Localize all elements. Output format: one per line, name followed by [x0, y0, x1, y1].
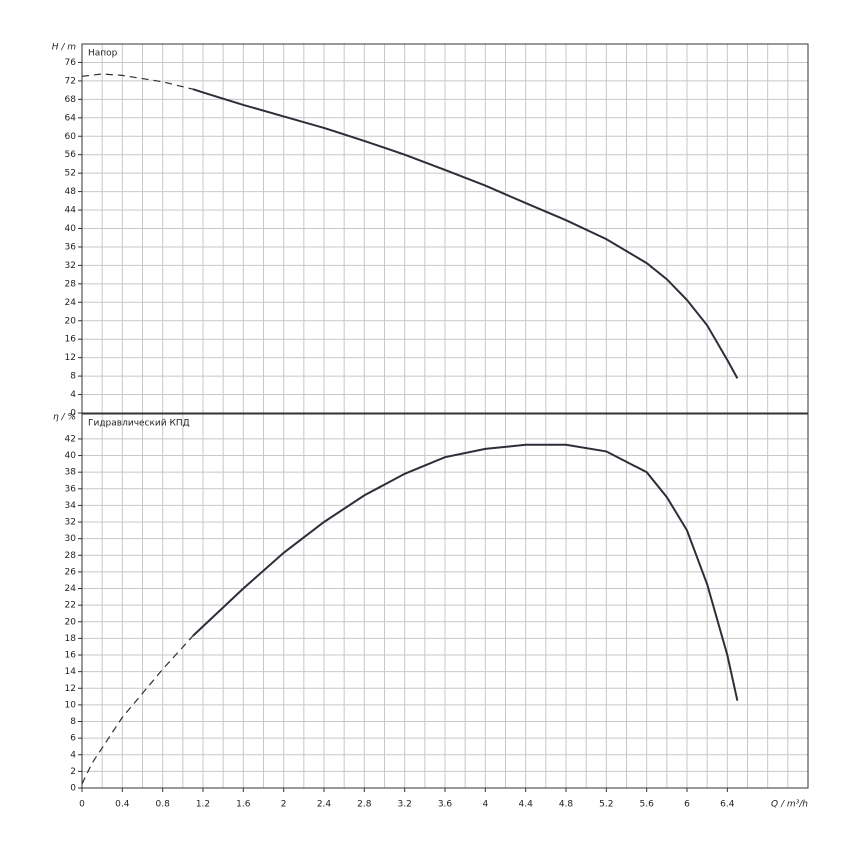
y-tick-label: 28: [65, 279, 77, 289]
y-tick-label: 36: [65, 242, 77, 252]
y-tick-label: 20: [65, 617, 77, 627]
x-tick-label: 5.6: [640, 800, 655, 810]
y-tick-label: 52: [65, 169, 76, 179]
y-tick-label: 48: [65, 187, 77, 197]
x-tick-label: 3.6: [438, 800, 453, 810]
y-tick-label: 16: [65, 335, 77, 345]
y-tick-label: 24: [65, 298, 77, 308]
y-tick-label: 24: [65, 584, 77, 594]
y-tick-label: 68: [65, 95, 77, 105]
y-tick-label: 8: [70, 372, 76, 382]
y-tick-label: 32: [65, 261, 76, 271]
x-tick-label: 2.4: [317, 800, 332, 810]
x-tick-label: 6.4: [720, 800, 735, 810]
y-tick-label: 38: [65, 468, 77, 478]
x-tick-label: 0.4: [115, 800, 130, 810]
y-tick-label: 2: [70, 767, 76, 777]
y-tick-label: 40: [65, 224, 77, 234]
y-tick-label: 76: [65, 58, 77, 68]
y-tick-label: 0: [70, 409, 76, 419]
y-tick-label: 30: [65, 534, 77, 544]
y-tick-label: 4: [70, 750, 76, 760]
y-tick-label: 44: [65, 206, 77, 216]
plot-frame: [81, 43, 809, 414]
x-tick-label: 1.6: [236, 800, 251, 810]
y-tick-label: 8: [70, 717, 76, 727]
y-tick-label: 60: [65, 132, 77, 142]
y-tick-label: 40: [65, 451, 77, 461]
curve: [192, 88, 739, 379]
x-tick-label: 4.8: [559, 800, 574, 810]
y-tick-label: 28: [65, 551, 77, 561]
x-tick-label: 0.8: [156, 800, 171, 810]
x-axis-label: Q / m³/h: [771, 800, 808, 810]
y-tick-label: 12: [65, 353, 76, 363]
y-axis-label: H / m: [52, 43, 77, 53]
y-tick-label: 14: [65, 667, 77, 677]
y-tick-label: 36: [65, 484, 77, 494]
y-tick-label: 18: [65, 634, 77, 644]
y-tick-label: 26: [65, 567, 77, 577]
x-tick-label: 2: [281, 800, 287, 810]
y-tick-label: 56: [65, 150, 77, 160]
y-tick-label: 20: [65, 316, 77, 326]
y-axis-label: η / %: [53, 413, 76, 423]
x-tick-label: 4.4: [519, 800, 534, 810]
y-tick-label: 34: [65, 501, 77, 511]
y-tick-label: 72: [65, 76, 76, 86]
y-tick-label: 12: [65, 684, 76, 694]
curve: [192, 443, 739, 701]
y-tick-label: 42: [65, 434, 76, 444]
y-tick-label: 4: [70, 390, 76, 400]
y-tick-label: 22: [65, 601, 76, 611]
x-tick-label: 0: [79, 800, 85, 810]
y-tick-label: 64: [65, 113, 77, 123]
x-tick-label: 3.2: [398, 800, 412, 810]
y-tick-label: 0: [70, 784, 76, 794]
y-tick-label: 10: [65, 700, 77, 710]
x-tick-label: 1.2: [196, 800, 210, 810]
y-tick-label: 16: [65, 651, 77, 661]
curve: [81, 635, 194, 785]
panel-title: Гидравлический КПД: [88, 419, 190, 429]
curve: [81, 73, 194, 90]
panel-title: Напор: [88, 49, 118, 59]
x-tick-label: 2.8: [357, 800, 372, 810]
y-tick-label: 32: [65, 518, 76, 528]
x-tick-label: 5.2: [599, 800, 613, 810]
x-tick-label: 4: [482, 800, 488, 810]
y-tick-label: 6: [70, 734, 76, 744]
x-tick-label: 6: [684, 800, 690, 810]
